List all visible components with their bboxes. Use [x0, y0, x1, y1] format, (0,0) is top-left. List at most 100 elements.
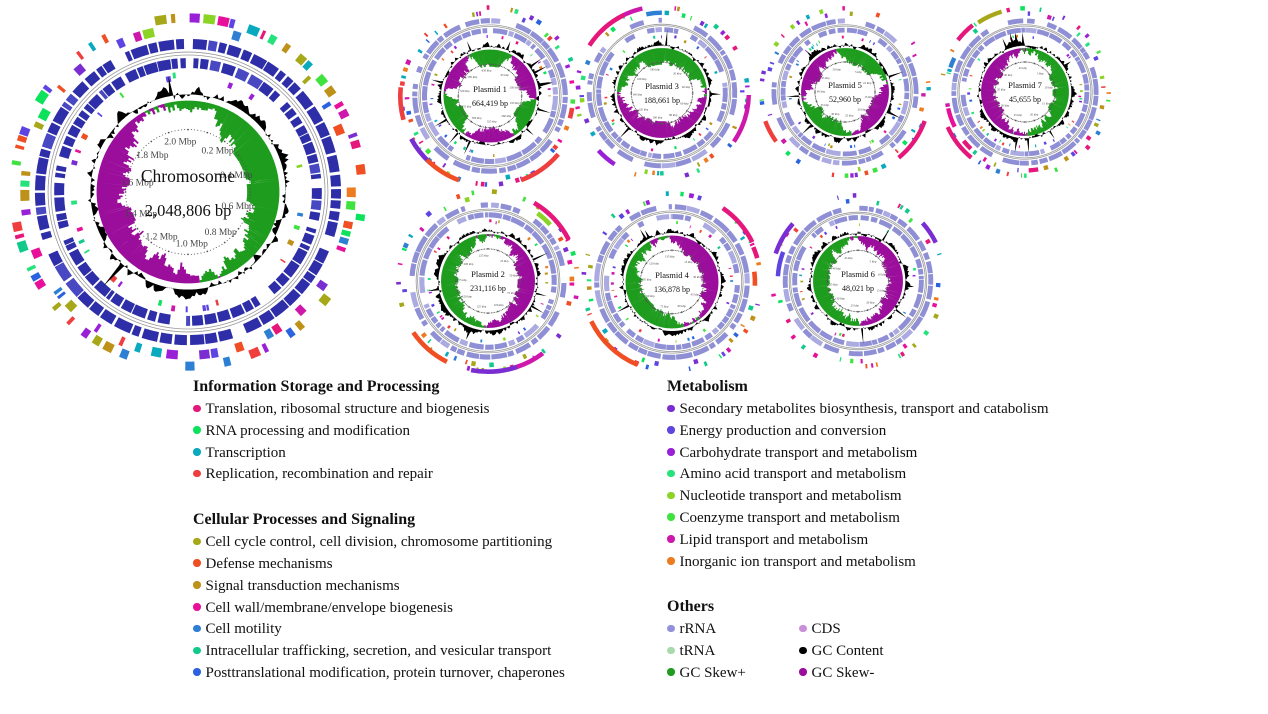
- scale-tick-label: 130 kbp: [509, 85, 519, 89]
- legend-item: Carbohydrate transport and metabolism: [667, 443, 1157, 465]
- scale-tick-label: 125 kbp: [477, 304, 487, 308]
- category-color-dot-icon: [667, 646, 675, 655]
- legend-item-label: tRNA: [679, 643, 716, 660]
- category-color-dot-icon: [193, 624, 201, 633]
- scale-tick-label: 5 kbp: [855, 70, 862, 74]
- replicon-name: Plasmid 5: [828, 80, 862, 90]
- scale-tick-label: 150 kbp: [462, 295, 472, 299]
- category-color-dot-icon: [667, 557, 675, 565]
- category-color-dot-icon: [193, 646, 201, 655]
- category-color-dot-icon: [667, 404, 675, 412]
- scale-tick-label: 10 kbp: [1044, 85, 1053, 89]
- category-color-dot-icon: [193, 404, 201, 412]
- category-color-dot-icon: [667, 469, 675, 478]
- replicon-name: Plasmid 1: [473, 84, 507, 94]
- scale-tick-label: 40 kbp: [1004, 73, 1013, 77]
- legend-column-left: Information Storage and Processing Transl…: [193, 376, 658, 708]
- category-color-dot-icon: [193, 448, 201, 456]
- replicon-name: Plasmid 7: [1008, 80, 1042, 90]
- replicon-size: 188,661 bp: [644, 96, 680, 105]
- legend-item-label: Cell motility: [205, 621, 282, 638]
- scale-tick-label: 585 kbp: [468, 75, 478, 79]
- replicon-size: 45,655 bp: [1009, 95, 1041, 104]
- scale-tick-label: 45 kbp: [844, 256, 853, 260]
- scale-tick-label: 20 kbp: [866, 300, 875, 304]
- legend-item-label: GC Skew+: [679, 664, 746, 681]
- scale-tick-label: 0.6 Mbp: [221, 202, 253, 212]
- legend-item-label: Carbohydrate transport and metabolism: [679, 444, 918, 461]
- category-color-dot-icon: [193, 603, 201, 611]
- legend-item: Cell cycle control, cell division, chrom…: [193, 532, 658, 554]
- legend-item-list: Translation, ribosomal structure and bio…: [193, 399, 658, 486]
- scale-tick-label: 0.4 Mbp: [220, 171, 252, 181]
- scale-tick-label: 120 kbp: [649, 262, 659, 266]
- legend-section-others: Others rRNA tRNA GC Skew+ CDS GC Content GC Sk…: [667, 596, 1157, 684]
- legend-item: Cell wall/membrane/envelope biogenesis: [193, 598, 658, 620]
- scale-tick-label: 2.0 Mbp: [164, 138, 196, 148]
- scale-tick-label: 100 kbp: [494, 303, 504, 307]
- legend-item-label: Energy production and conversion: [679, 422, 887, 439]
- legend-item-label: Lipid transport and metabolism: [679, 531, 869, 548]
- legend-item-label: GC Content: [811, 643, 884, 660]
- legend-item-label: Replication, recombination and repair: [205, 466, 433, 483]
- scale-tick-label: 20 kbp: [1030, 112, 1039, 116]
- scale-tick-label: 200 kbp: [464, 262, 474, 266]
- category-color-dot-icon: [667, 513, 675, 521]
- category-color-dot-icon: [193, 559, 201, 567]
- legend-item: Amino acid transport and metabolism: [667, 464, 1157, 486]
- scale-tick-label: 1.0 Mbp: [176, 240, 208, 250]
- legend-section-title: Cellular Processes and Signaling: [193, 511, 416, 529]
- scale-tick-label: 50 kbp: [509, 274, 518, 278]
- legend-item-label: Transcription: [205, 444, 286, 461]
- legend-item: Replication, recombination and repair: [193, 464, 658, 486]
- replicon-size: 664,419 bp: [472, 99, 508, 108]
- legend-item-label: Amino acid transport and metabolism: [679, 466, 907, 483]
- scale-tick-label: 15 kbp: [877, 289, 886, 293]
- legend-item: Defense mechanisms: [193, 554, 658, 576]
- scale-tick-label: 30 kbp: [1001, 103, 1010, 107]
- legend-item: GC Content: [799, 641, 1157, 663]
- replicon-size: 52,960 bp: [829, 95, 861, 104]
- scale-tick-label: 10 kbp: [863, 81, 872, 85]
- scale-tick-label: 175 kbp: [457, 278, 467, 282]
- scale-tick-label: 1.8 Mbp: [136, 151, 168, 161]
- scale-tick-label: 225 kbp: [479, 253, 489, 257]
- scale-tick-label: 0.8 Mbp: [205, 228, 237, 238]
- plasmid-2-map: 25 kbp 50 kbp 75 kbp 100 kbp 125 kbp 150 kbp 1…: [396, 189, 579, 375]
- legend-item: Signal transduction mechanisms: [193, 576, 658, 598]
- scale-tick-label: 260 kbp: [501, 114, 511, 118]
- plasmid-7-map: 5 kbp 10 kbp 15 kbp 20 kbp 25 kbp 30 kbp 35 kb…: [940, 6, 1111, 178]
- scale-tick-label: 50 kbp: [833, 68, 842, 72]
- scale-tick-label: 1.4 Mbp: [125, 209, 157, 219]
- category-color-dot-icon: [799, 624, 807, 633]
- legend-item: Energy production and conversion: [667, 421, 1157, 443]
- scale-tick-label: 100 kbp: [653, 115, 663, 119]
- plasmid-6-map: 5 kbp 10 kbp 15 kbp 20 kbp 25 kbp 30 kbp 35 kb…: [771, 193, 942, 369]
- scale-tick-label: 195 kbp: [510, 101, 520, 105]
- plasmid-3-map: 20 kbp 40 kbp 60 kbp 80 kbp 100 kbp 120 kbp 14…: [575, 6, 752, 178]
- legend-item-label: Nucleotide transport and metabolism: [679, 488, 902, 505]
- legend-section-information-storage-and-processing: Information Storage and Processing Transl…: [193, 376, 658, 486]
- scale-tick-label: 160 kbp: [637, 77, 647, 81]
- scale-tick-label: 35 kbp: [997, 88, 1006, 92]
- category-color-dot-icon: [667, 448, 675, 456]
- category-color-dot-icon: [667, 624, 675, 633]
- scale-tick-label: 180 kbp: [650, 67, 660, 71]
- scale-tick-label: 0.2 Mbp: [201, 146, 233, 156]
- legend-item-label: Intracellular trafficking, secretion, an…: [205, 643, 552, 660]
- scale-tick-label: 35 kbp: [829, 282, 838, 286]
- legend-item: Secondary metabolites biosynthesis, tran…: [667, 399, 1157, 421]
- legend-item: GC Skew-: [799, 663, 1157, 685]
- legend-item-list: Cell cycle control, cell division, chrom…: [193, 532, 658, 685]
- plasmid-4-map: 15 kbp 30 kbp 45 kbp 60 kbp 75 kbp 90 kbp 105 …: [581, 191, 762, 372]
- legend-section-title: Others: [667, 598, 715, 616]
- scale-tick-label: 15 kbp: [864, 95, 873, 99]
- legend-item: Inorganic ion transport and metabolism: [667, 552, 1157, 574]
- replicon-size: 48,021 bp: [842, 284, 874, 293]
- scale-tick-label: 120 kbp: [639, 107, 649, 111]
- category-color-dot-icon: [799, 646, 807, 655]
- scale-tick-label: 25 kbp: [1014, 113, 1023, 117]
- scale-tick-label: 30 kbp: [836, 297, 845, 301]
- scale-tick-label: 20 kbp: [858, 107, 867, 111]
